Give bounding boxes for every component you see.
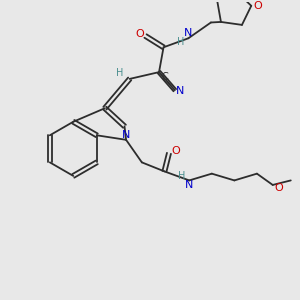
Text: H: H [116, 68, 123, 78]
Text: O: O [171, 146, 180, 156]
Text: N: N [176, 86, 184, 96]
Text: C: C [161, 72, 168, 82]
Text: O: O [254, 1, 262, 11]
Text: O: O [136, 29, 144, 39]
Text: H: H [178, 171, 185, 181]
Text: N: N [184, 28, 193, 38]
Text: O: O [274, 183, 283, 193]
Text: N: N [122, 130, 130, 140]
Text: H: H [177, 37, 184, 47]
Text: N: N [185, 180, 194, 190]
